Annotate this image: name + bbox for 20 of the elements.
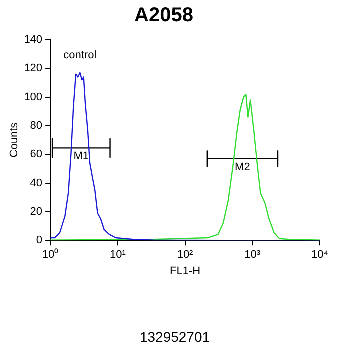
text: 132952701 [140, 329, 210, 345]
x-tick-label: 10⁰ [42, 248, 59, 262]
y-tick-label: 40 [30, 177, 43, 190]
series-label: M1 [74, 150, 90, 163]
y-tick-label: 100 [24, 91, 43, 104]
x-tick-label: 10¹ [110, 249, 126, 262]
x-tick-label: 10² [177, 249, 194, 262]
y-tick-label: 120 [24, 62, 43, 75]
y-tick-label: 60 [30, 148, 43, 161]
y-tick-label: 20 [30, 206, 43, 218]
y-tick-label: 80 [30, 120, 43, 132]
y-axis-title: Counts [8, 122, 21, 158]
y-tick-label: 0 [36, 234, 43, 247]
chart-title: A2058 [134, 4, 194, 27]
series-label: M2 [235, 161, 250, 174]
x-axis-title: FL1-H [170, 265, 201, 278]
x-tick-label: 10³ [244, 249, 261, 262]
series-label: control [64, 49, 97, 62]
x-tick-label: 10⁴ [312, 249, 329, 262]
y-tick-label: 140 [24, 34, 43, 46]
